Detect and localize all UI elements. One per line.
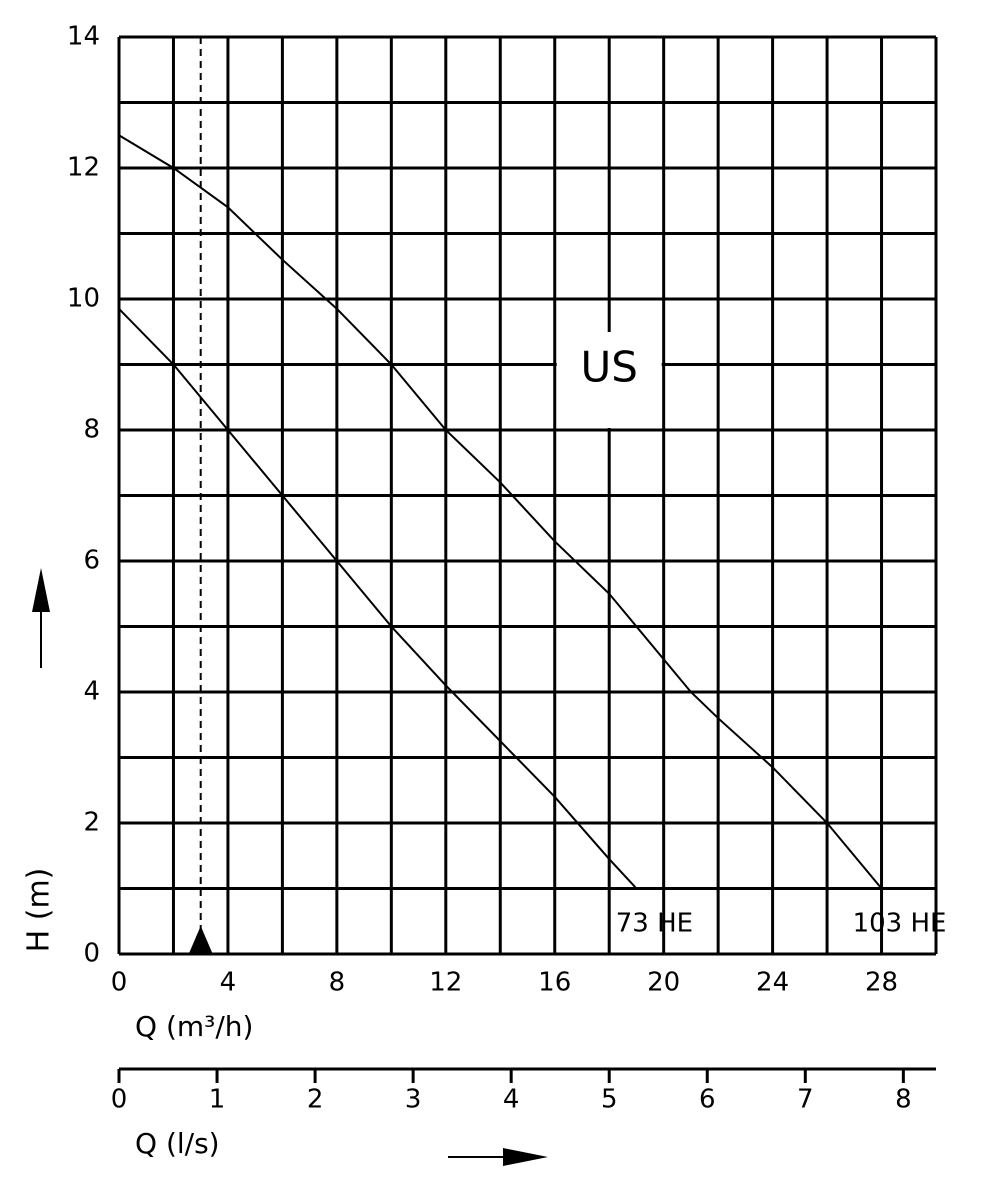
y-tick-label: 4	[83, 677, 100, 707]
series-label: 73 HE	[616, 909, 693, 939]
x2-tick-label: 0	[111, 1085, 128, 1115]
x2-tick-label: 3	[405, 1085, 422, 1115]
annotation: US	[580, 343, 637, 392]
y-tick-label: 0	[83, 939, 100, 969]
x2-tick-label: 2	[307, 1085, 324, 1115]
annotation-box	[556, 332, 662, 428]
marker	[188, 926, 213, 954]
x-axis-label: Q (m³/h)	[135, 1010, 253, 1043]
curve	[118, 134, 883, 890]
x2-tick-label: 6	[699, 1085, 716, 1115]
x-tick-label: 20	[647, 968, 680, 998]
x2-tick-label: 8	[895, 1085, 912, 1115]
x2-tick-label: 5	[601, 1085, 618, 1115]
x-tick-label: 8	[329, 968, 346, 998]
arrow-head	[503, 1148, 548, 1166]
x2-tick-label: 4	[503, 1085, 520, 1115]
y-tick-label: 8	[83, 415, 100, 445]
y-tick-label: 12	[67, 153, 100, 183]
y-tick-label: 10	[67, 284, 100, 314]
x2-tick-label: 1	[209, 1085, 226, 1115]
y-tick-label: 6	[83, 546, 100, 576]
curve	[118, 308, 638, 890]
x-tick-label: 24	[756, 968, 789, 998]
x-tick-label: 4	[220, 968, 237, 998]
series-label: 103 HE	[853, 909, 947, 939]
x-tick-label: 12	[429, 968, 462, 998]
x-tick-label: 0	[111, 968, 128, 998]
y-tick-label: 2	[83, 808, 100, 838]
arrow-head	[32, 568, 50, 612]
x-tick-label: 28	[865, 968, 898, 998]
y-tick-label: 14	[67, 22, 100, 52]
y-axis-label: H (m)	[22, 868, 57, 953]
x2-axis-label: Q (l/s)	[135, 1127, 220, 1160]
x-tick-label: 16	[538, 968, 571, 998]
x2-tick-label: 7	[797, 1085, 814, 1115]
